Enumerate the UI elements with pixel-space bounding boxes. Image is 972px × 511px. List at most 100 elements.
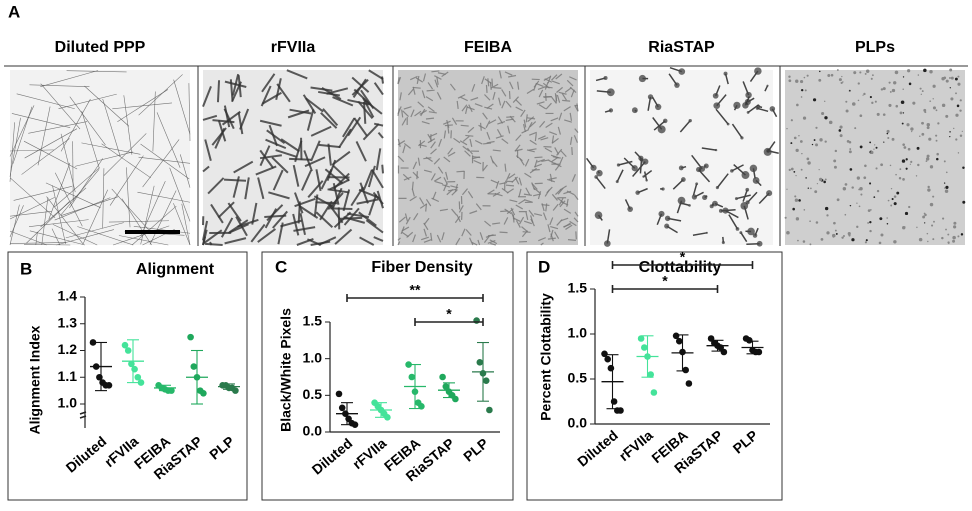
micrograph: [203, 70, 383, 245]
texture: [890, 165, 892, 167]
texture: [946, 80, 949, 83]
texture: [857, 176, 860, 179]
texture: [866, 69, 869, 72]
texture: [886, 133, 888, 135]
texture: [824, 101, 825, 102]
texture: [849, 90, 850, 91]
texture: [852, 102, 856, 106]
texture: [871, 78, 873, 80]
texture: [931, 224, 933, 226]
texture: [881, 88, 883, 90]
data-point: [686, 380, 693, 387]
texture: [952, 240, 955, 243]
texture: [658, 211, 664, 217]
texture: [500, 211, 508, 212]
texture: [812, 144, 813, 145]
y-tick-label: 1.0: [58, 395, 78, 411]
texture: [598, 171, 599, 173]
texture: [910, 161, 912, 163]
x-tick-label: Diluted: [309, 435, 356, 478]
texture: [841, 236, 843, 238]
texture: [919, 136, 920, 137]
texture: [795, 199, 798, 202]
texture: [877, 113, 880, 116]
texture: [791, 168, 794, 171]
texture: [883, 142, 884, 143]
y-tick-label: 1.1: [58, 368, 78, 384]
texture: [339, 207, 340, 229]
significance-label: *: [662, 273, 668, 289]
texture: [888, 104, 891, 107]
texture: [807, 75, 809, 77]
texture: [860, 194, 862, 196]
texture: [835, 150, 837, 152]
texture: [786, 128, 787, 129]
texture: [412, 182, 413, 190]
significance-label: *: [446, 306, 452, 322]
y-tick-label: 1.5: [303, 313, 323, 329]
data-point: [232, 387, 239, 394]
texture: [944, 160, 946, 162]
texture: [562, 100, 570, 101]
texture: [809, 220, 811, 222]
texture: [944, 187, 946, 189]
texture: [895, 174, 897, 176]
texture: [929, 70, 932, 73]
texture: [826, 231, 829, 234]
y-tick-label: 1.3: [58, 314, 78, 330]
texture: [929, 100, 931, 102]
texture: [809, 243, 811, 245]
texture: [825, 207, 828, 210]
data-point: [611, 398, 618, 405]
texture: [841, 76, 842, 77]
texture: [831, 74, 834, 77]
texture: [955, 138, 957, 140]
texture: [793, 171, 795, 173]
image-bg: [10, 70, 190, 245]
texture: [870, 151, 873, 154]
texture: [803, 117, 806, 120]
texture: [795, 80, 798, 83]
texture: [942, 104, 945, 107]
texture: [869, 182, 871, 184]
texture: [834, 222, 836, 224]
texture: [795, 175, 796, 176]
texture: [205, 244, 223, 245]
chart-title: Alignment: [136, 261, 215, 278]
texture: [851, 186, 853, 188]
x-tick-label: PLP: [460, 435, 491, 465]
texture: [859, 205, 861, 207]
texture: [902, 123, 904, 125]
data-point: [200, 390, 207, 397]
panel-frame: [8, 252, 247, 500]
texture: [895, 71, 899, 75]
texture: [895, 105, 898, 108]
texture: [794, 137, 797, 140]
texture: [500, 232, 508, 233]
texture: [962, 201, 965, 204]
texture: [960, 99, 962, 101]
texture: [627, 206, 633, 212]
texture: [821, 112, 824, 115]
texture: [930, 165, 933, 168]
y-tick-label: 1.2: [58, 341, 78, 357]
texture: [839, 129, 842, 132]
texture: [927, 241, 928, 242]
texture: [858, 189, 860, 191]
micrograph: [398, 70, 578, 245]
texture: [933, 106, 936, 109]
x-tick-label: Diluted: [574, 427, 621, 470]
texture: [917, 147, 920, 150]
texture: [834, 166, 837, 169]
texture: [819, 71, 821, 73]
texture: [745, 99, 751, 105]
texture: [935, 135, 937, 137]
texture: [924, 213, 926, 215]
texture: [488, 78, 489, 86]
texture: [796, 104, 799, 107]
texture: [902, 178, 905, 181]
texture: [887, 137, 889, 139]
texture: [930, 203, 933, 206]
texture: [923, 69, 927, 73]
texture: [903, 76, 904, 77]
